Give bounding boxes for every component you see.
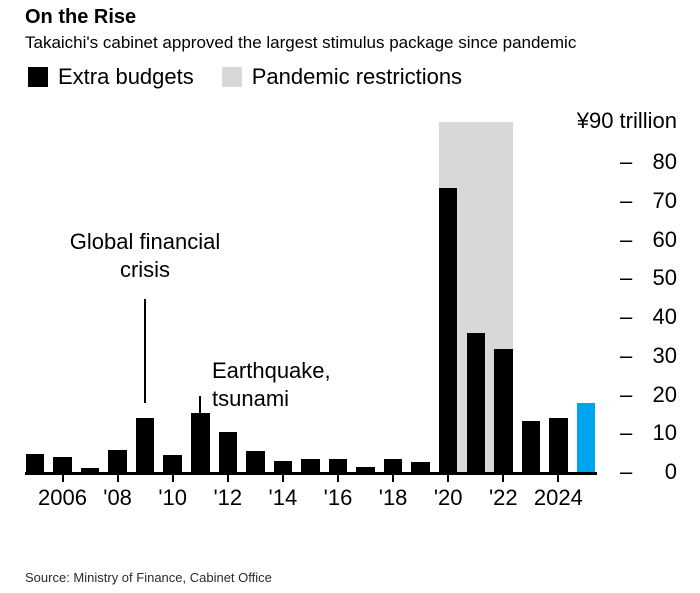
- x-tick-2022: [502, 475, 505, 482]
- x-tick-2024: [557, 475, 560, 482]
- y-tick-value: 20: [652, 381, 677, 407]
- x-label-2014: '14: [268, 485, 298, 510]
- bar-2019: [411, 461, 430, 472]
- y-axis-unit-label: ¥90 trillion: [576, 108, 677, 133]
- x-label-2008: '08: [103, 485, 132, 510]
- bar-2005: [25, 454, 45, 472]
- x-label-2006: 2006: [38, 485, 87, 510]
- y-tick-value: 10: [652, 420, 677, 446]
- y-tick-40: –40: [620, 304, 677, 330]
- legend-label-extra-budgets: Extra budgets: [58, 64, 194, 89]
- y-tick-dash-icon: –: [620, 420, 633, 446]
- x-tick-2010: [171, 475, 174, 482]
- bar-2018: [383, 458, 403, 472]
- bar-2020: [438, 187, 458, 472]
- chart-title: On the Rise: [25, 6, 137, 28]
- bar-2010: [163, 454, 182, 472]
- bar-2012: [218, 432, 238, 472]
- bar-2014: [273, 460, 293, 472]
- x-tick-2012: [226, 475, 229, 482]
- bar-2025: [576, 403, 596, 472]
- legend: Extra budgets Pandemic restrictions: [28, 64, 462, 90]
- y-tick-dash-icon: –: [620, 342, 633, 368]
- y-tick-0: –0: [620, 459, 677, 485]
- y-tick-value: 50: [652, 265, 677, 291]
- bar-2023: [521, 420, 541, 472]
- y-tick-50: –50: [620, 265, 677, 291]
- x-tick-2016: [337, 475, 339, 482]
- x-label-2010: '10: [158, 485, 188, 510]
- y-tick-30: –30: [620, 343, 677, 369]
- y-tick-20: –20: [620, 382, 677, 408]
- y-tick-10: –10: [620, 420, 677, 446]
- y-tick-70: –70: [620, 188, 677, 214]
- bar-2021: [466, 332, 485, 472]
- bar-2011: [191, 413, 210, 472]
- legend-swatch-gray-icon: [221, 67, 242, 87]
- x-tick-2014: [281, 475, 284, 482]
- x-axis-line: [25, 472, 598, 475]
- y-tick-dash-icon: –: [620, 226, 633, 252]
- bar-2016: [328, 458, 348, 472]
- annotation-gfc: Global financial crisis: [69, 229, 221, 282]
- bar-2024: [549, 418, 568, 472]
- legend-item-extra-budgets: Extra budgets: [28, 64, 194, 90]
- y-tick-dash-icon: –: [620, 381, 633, 407]
- legend-swatch-black-icon: [28, 67, 48, 87]
- x-label-2016: '16: [323, 485, 353, 510]
- y-tick-dash-icon: –: [620, 149, 633, 174]
- x-label-2018: '18: [378, 485, 408, 510]
- y-tick-value: 40: [652, 304, 677, 329]
- y-tick-dash-icon: –: [620, 304, 633, 329]
- legend-label-pandemic-restrictions: Pandemic restrictions: [251, 64, 463, 89]
- x-tick-2008: [116, 475, 119, 482]
- y-tick-dash-icon: –: [620, 187, 633, 213]
- bar-2008: [108, 449, 127, 472]
- bar-2022: [494, 349, 513, 472]
- bar-2006: [53, 457, 72, 472]
- y-tick-80: –80: [620, 149, 677, 175]
- legend-item-pandemic-restrictions: Pandemic restrictions: [221, 64, 463, 90]
- x-label-2020: '20: [433, 485, 463, 510]
- bar-2017: [356, 466, 375, 472]
- y-tick-value: 0: [664, 459, 677, 484]
- source-note: Source: Ministry of Finance, Cabinet Off…: [25, 570, 272, 585]
- bar-2007: [80, 468, 100, 472]
- x-label-2012: '12: [213, 485, 243, 510]
- y-tick-dash-icon: –: [620, 459, 633, 484]
- bar-2015: [301, 459, 320, 472]
- y-tick-value: 60: [652, 226, 677, 252]
- y-tick-dash-icon: –: [620, 265, 633, 291]
- x-tick-2018: [392, 475, 395, 482]
- x-label-2024: 2024: [533, 485, 583, 510]
- annotation-quake: Earthquake, tsunami: [212, 358, 331, 411]
- x-label-2022: '22: [488, 485, 518, 510]
- chart-subtitle: Takaichi's cabinet approved the largest …: [25, 33, 577, 52]
- x-tick-2006: [61, 475, 64, 482]
- annotation-line-gfc: [144, 299, 147, 403]
- y-tick-value: 30: [652, 342, 677, 368]
- annotation-line-quake: [199, 396, 202, 413]
- bar-2009: [135, 417, 155, 472]
- y-tick-value: 70: [652, 187, 677, 213]
- x-tick-2020: [447, 475, 450, 482]
- y-tick-value: 80: [652, 149, 677, 174]
- bar-2013: [246, 450, 265, 472]
- y-tick-60: –60: [620, 227, 677, 253]
